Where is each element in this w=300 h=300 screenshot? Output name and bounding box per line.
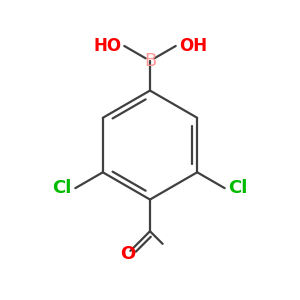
Text: OH: OH [179, 37, 207, 55]
Text: O: O [120, 245, 135, 263]
Text: B: B [144, 52, 156, 70]
Text: Cl: Cl [229, 179, 248, 197]
Text: Cl: Cl [52, 179, 71, 197]
Text: HO: HO [93, 37, 121, 55]
